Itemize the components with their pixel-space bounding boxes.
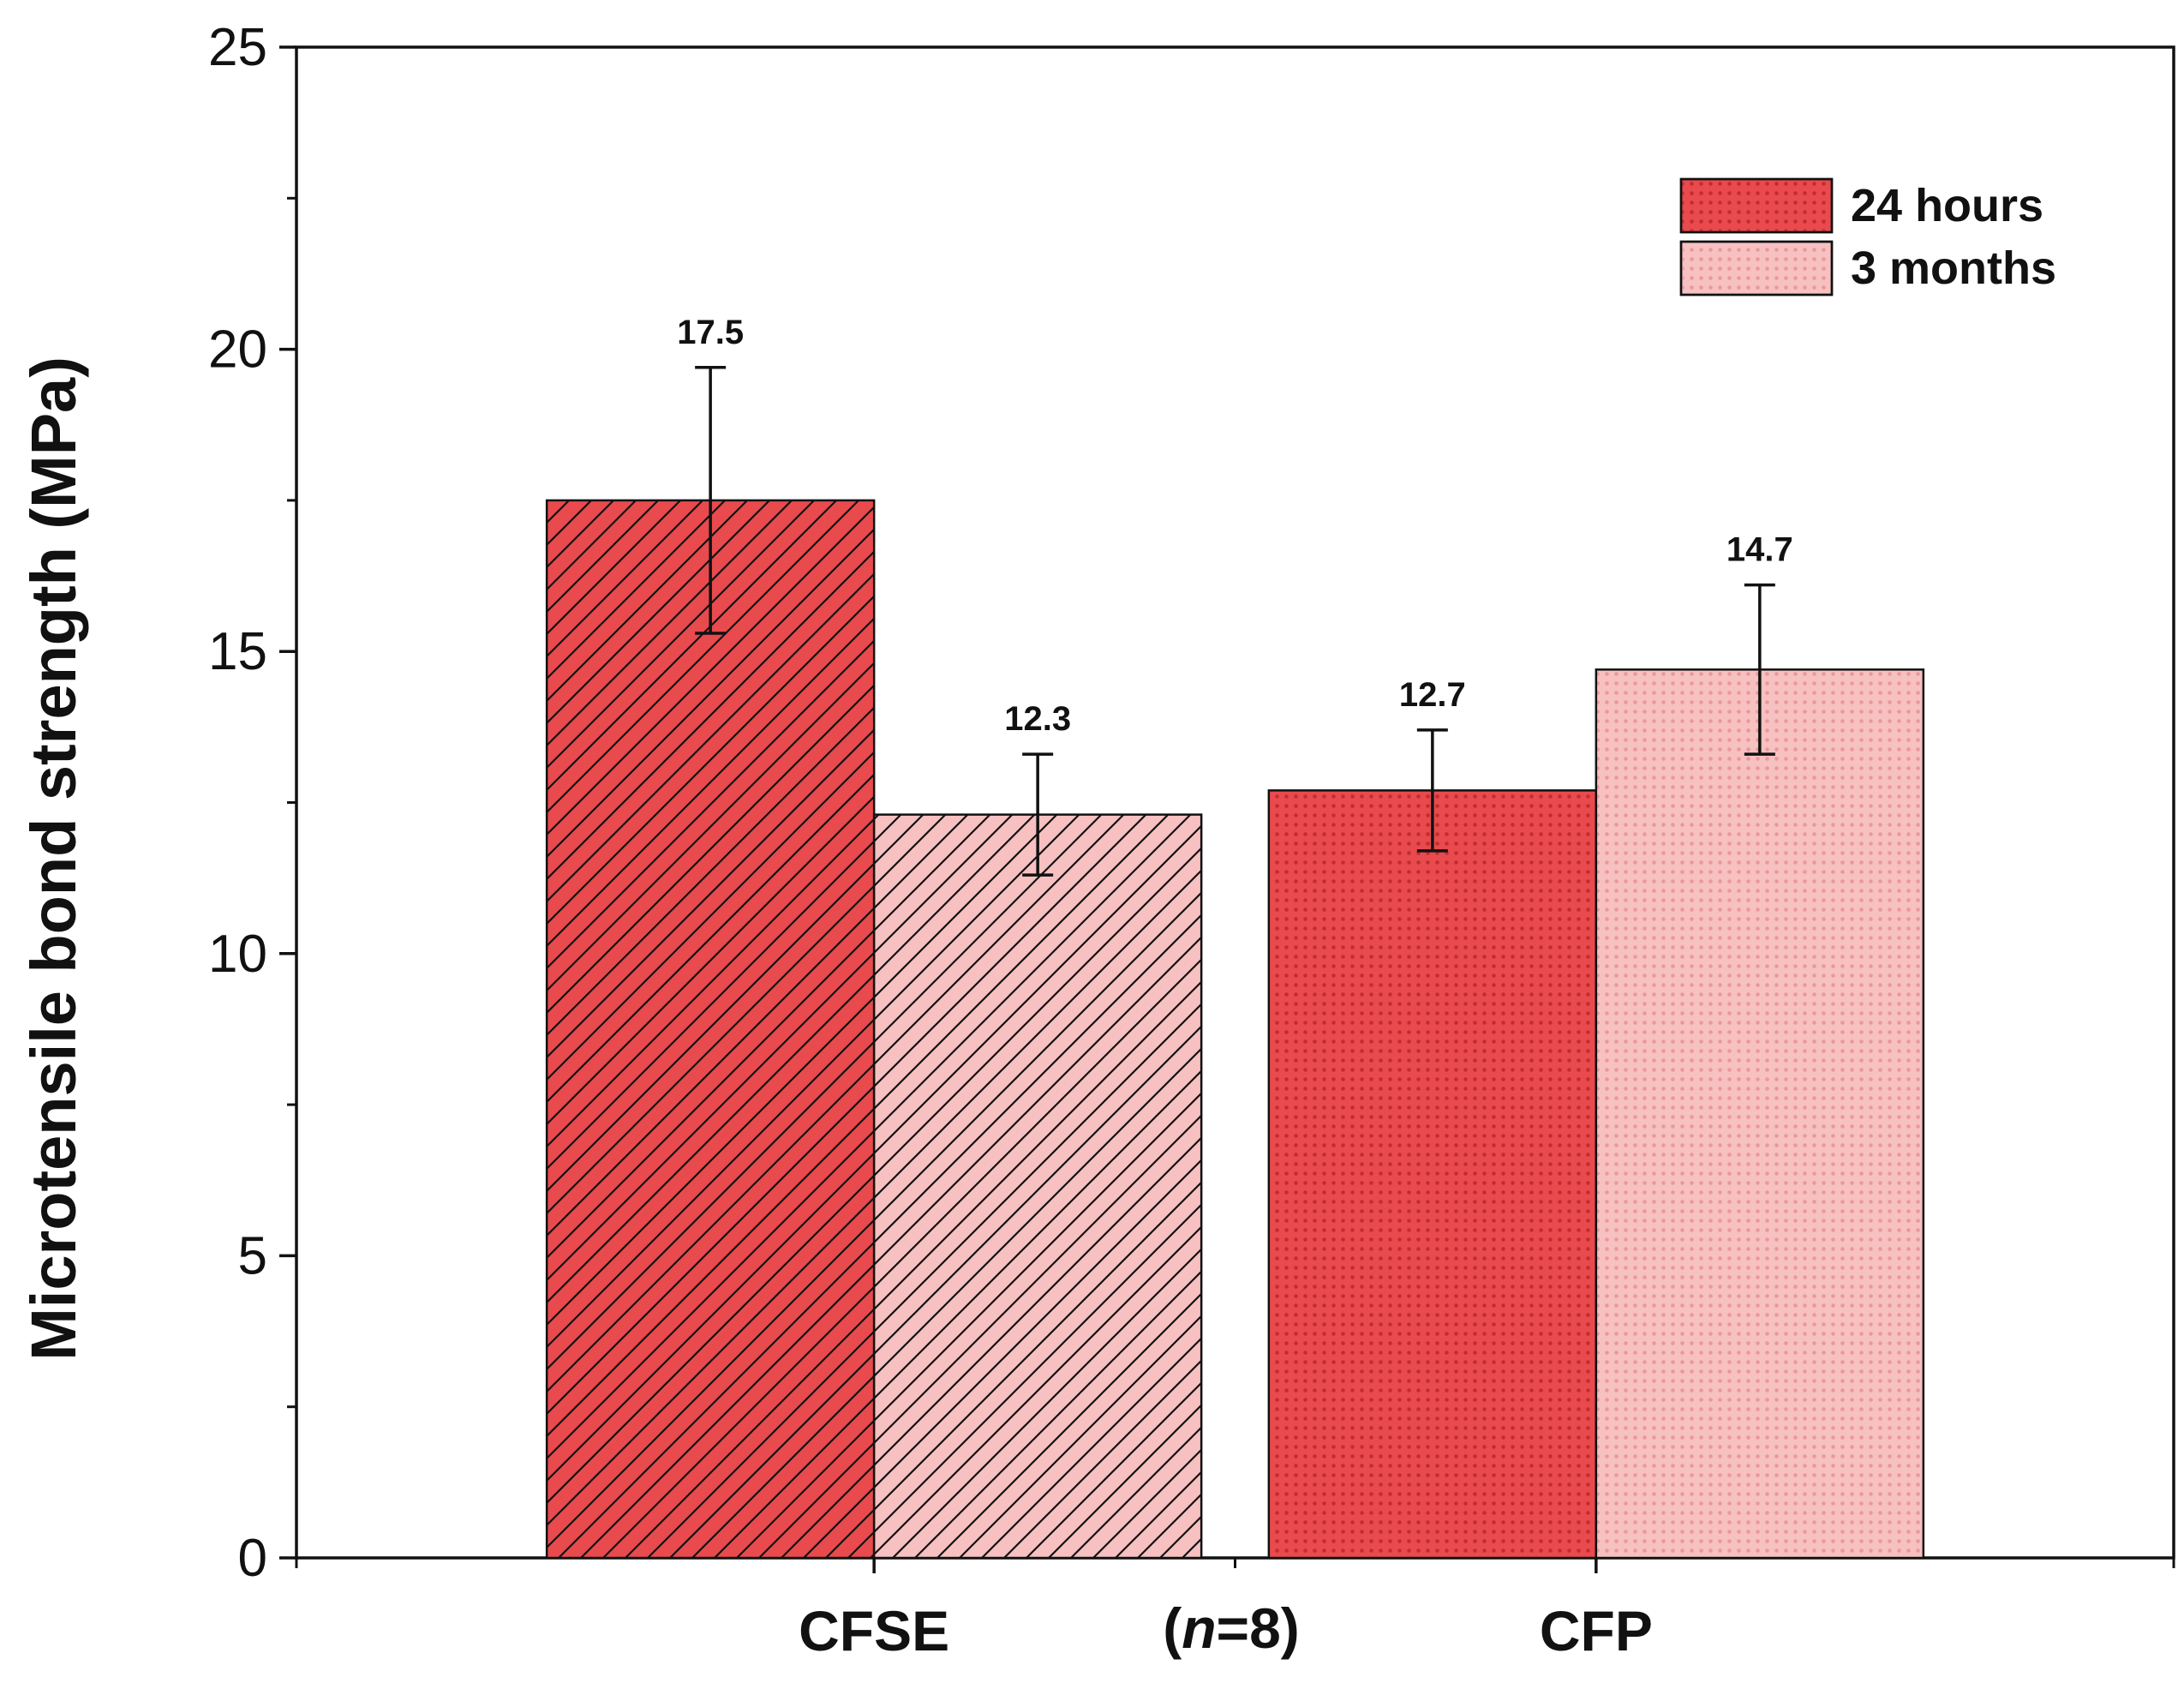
y-tick-label: 10: [208, 925, 267, 984]
error-bars: [695, 366, 1775, 877]
bar-24h: [1267, 789, 1598, 1560]
data-labels: 17.5 12.7 12.3 14.7: [677, 314, 1793, 738]
y-axis: 0 5 10 15 20 25: [208, 18, 296, 1588]
legend: 24 hours 3 months: [1679, 177, 2056, 296]
x-category-label: CFP: [1540, 1599, 1653, 1662]
data-label: 12.3: [1004, 700, 1071, 738]
bar-24h: [545, 499, 876, 1560]
data-label: 14.7: [1726, 531, 1793, 569]
data-label: 12.7: [1399, 676, 1466, 714]
x-axis: CFSE CFP: [295, 1558, 2175, 1662]
y-axis-label: Microtensile bond strength (MPa): [18, 356, 89, 1361]
legend-swatch-pattern: [1679, 240, 1834, 296]
legend-label-3-months: 3 months: [1851, 243, 2056, 294]
bar-3m: [872, 813, 1203, 1560]
bars: [545, 499, 1925, 1560]
sample-size-annotation: (n=8): [1163, 1596, 1300, 1660]
x-category-label: CFSE: [799, 1599, 949, 1662]
y-tick-label: 0: [238, 1529, 267, 1588]
legend-swatch-pattern: [1679, 177, 1834, 234]
bar-3m: [1595, 668, 1925, 1560]
y-tick-label: 5: [238, 1226, 267, 1285]
y-tick-label: 15: [208, 622, 267, 681]
y-tick-label: 25: [208, 18, 267, 77]
data-label: 17.5: [677, 314, 744, 351]
legend-label-24-hours: 24 hours: [1851, 180, 2043, 231]
y-tick-label: 20: [208, 320, 267, 380]
